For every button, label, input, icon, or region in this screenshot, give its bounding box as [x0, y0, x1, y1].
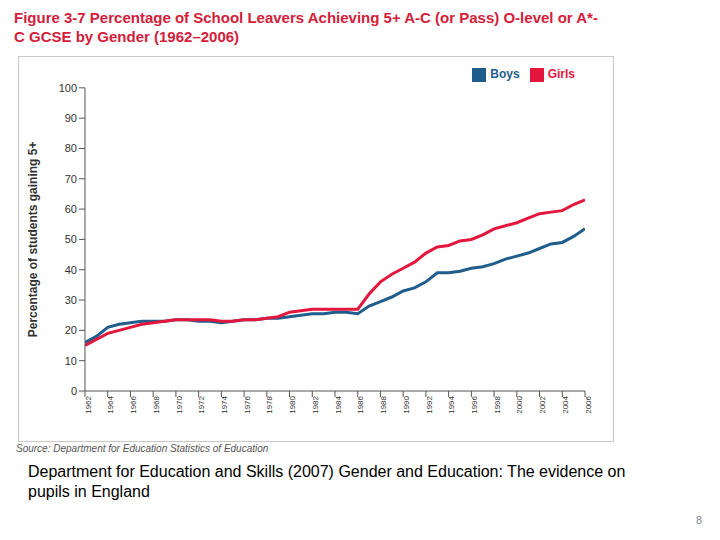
svg-text:1996: 1996 [470, 395, 479, 413]
svg-text:1970: 1970 [175, 395, 184, 413]
svg-text:50: 50 [65, 233, 77, 245]
svg-text:1986: 1986 [356, 395, 365, 413]
svg-text:1990: 1990 [402, 395, 411, 413]
svg-text:1962: 1962 [84, 395, 93, 413]
svg-text:1978: 1978 [265, 395, 274, 413]
svg-text:2000: 2000 [515, 395, 524, 413]
html-text:Girls: Girls [547, 67, 575, 81]
svg-text:80: 80 [65, 142, 77, 154]
svg-text:0: 0 [71, 385, 77, 397]
svg-text:30: 30 [65, 294, 77, 306]
html-text:Source: Department for Educati: Source: Department for Education Statist… [16, 443, 269, 454]
svg-text:40: 40 [65, 264, 77, 276]
svg-text:1994: 1994 [447, 395, 456, 413]
svg-text:1982: 1982 [311, 395, 320, 413]
svg-text:10: 10 [65, 355, 77, 367]
html-text:Figure 3-7 Percentage of Schoo: Figure 3-7 Percentage of School Leavers … [14, 9, 598, 45]
svg-text:1984: 1984 [334, 395, 343, 413]
svg-text:20: 20 [65, 324, 77, 336]
svg-text:2006: 2006 [584, 395, 593, 413]
html-text:Boys: Boys [490, 67, 520, 81]
svg-text:1980: 1980 [288, 395, 297, 413]
svg-text:1964: 1964 [106, 395, 115, 413]
svg-text:1974: 1974 [220, 395, 229, 413]
svg-text:1966: 1966 [129, 395, 138, 413]
svg-text:Percentage of students gaining: Percentage of students gaining 5+ [26, 142, 40, 338]
svg-text:1988: 1988 [379, 395, 388, 413]
svg-text:1998: 1998 [493, 395, 502, 413]
svg-text:100: 100 [59, 82, 77, 94]
svg-text:60: 60 [65, 203, 77, 215]
svg-text:2004: 2004 [561, 395, 570, 413]
svg-text:1992: 1992 [425, 395, 434, 413]
svg-text:70: 70 [65, 173, 77, 185]
svg-text:90: 90 [65, 112, 77, 124]
svg-text:1972: 1972 [197, 395, 206, 413]
html-text:Department for Education and S: Department for Education and Skills (200… [28, 463, 626, 500]
svg-text:1976: 1976 [243, 395, 252, 413]
svg-text:1968: 1968 [152, 395, 161, 413]
svg-text:2002: 2002 [538, 395, 547, 413]
html-text:8: 8 [696, 514, 703, 526]
